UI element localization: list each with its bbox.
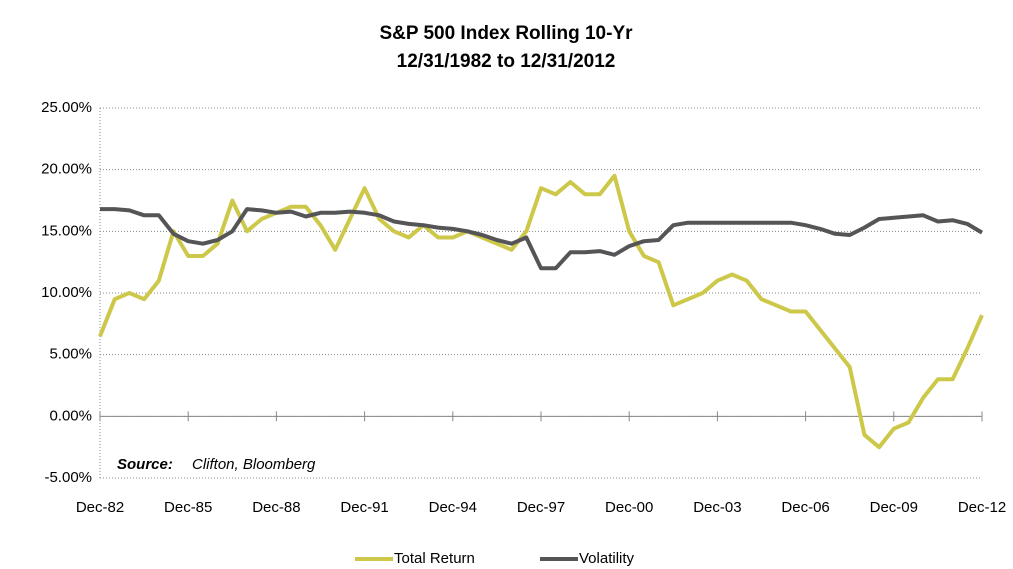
chart-subtitle: 12/31/1982 to 12/31/2012 [397,51,616,72]
y-tick-label: -5.00% [44,469,92,486]
legend-label: Total Return [394,550,475,567]
x-tick-label: Dec-94 [429,499,477,516]
x-tick-label: Dec-85 [164,499,212,516]
line-series [98,173,984,450]
legend-label: Volatility [579,550,635,567]
x-tick-label: Dec-91 [340,499,388,516]
x-tick-label: Dec-12 [958,499,1006,516]
x-tick-label: Dec-00 [605,499,653,516]
x-tick-label: Dec-06 [781,499,829,516]
y-tick-label: 20.00% [41,161,92,178]
x-tick-label: Dec-82 [76,499,124,516]
x-tick-label: Dec-97 [517,499,565,516]
y-tick-label: 5.00% [49,346,92,363]
line-series [100,207,984,271]
x-tick-label: Dec-09 [870,499,918,516]
chart-title: S&P 500 Index Rolling 10-Yr [379,23,633,44]
y-tick-label: 10.00% [41,284,92,301]
y-tick-label: 0.00% [49,407,92,424]
x-tick-label: Dec-03 [693,499,741,516]
source-label: Source: [117,456,173,473]
x-tick-label: Dec-88 [252,499,300,516]
y-tick-label: 25.00% [41,99,92,116]
source-text: Clifton, Bloomberg [192,456,316,473]
y-tick-label: 15.00% [41,222,92,239]
